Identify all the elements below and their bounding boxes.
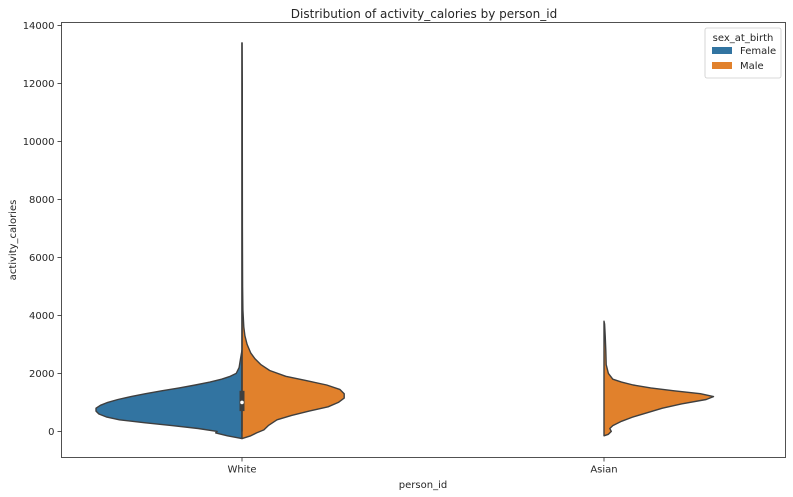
x-axis-label: person_id — [399, 480, 447, 491]
y-tick-label: 12000 — [23, 79, 55, 90]
y-tick-label: 6000 — [29, 253, 54, 264]
x-axis: White Asian — [227, 457, 618, 476]
legend-swatch-male — [712, 62, 732, 69]
x-tick-label: White — [227, 465, 256, 476]
y-axis: 0 2000 4000 6000 8000 10000 12000 14000 — [23, 21, 62, 438]
x-tick-label: Asian — [590, 465, 617, 476]
y-tick-label: 8000 — [29, 195, 54, 206]
plot-frame — [61, 22, 786, 458]
legend-title: sex_at_birth — [713, 33, 774, 44]
violin-female-white — [95, 349, 243, 440]
legend-swatch-female — [712, 47, 732, 54]
violin-male-asian — [603, 320, 715, 437]
y-tick-label: 2000 — [29, 369, 54, 380]
y-tick-label: 0 — [48, 427, 54, 438]
y-tick-label: 4000 — [29, 311, 54, 322]
legend: sex_at_birth Female Male — [704, 27, 782, 79]
y-tick-label: 14000 — [23, 21, 55, 32]
box-median — [240, 400, 244, 405]
violin-layer — [95, 42, 715, 440]
legend-label-female: Female — [740, 46, 776, 57]
y-tick-label: 10000 — [23, 137, 55, 148]
chart-title: Distribution of activity_calories by per… — [291, 7, 557, 21]
box-layer — [239, 42, 245, 432]
y-axis-label: activity_calories — [8, 200, 19, 281]
legend-label-male: Male — [740, 61, 764, 72]
